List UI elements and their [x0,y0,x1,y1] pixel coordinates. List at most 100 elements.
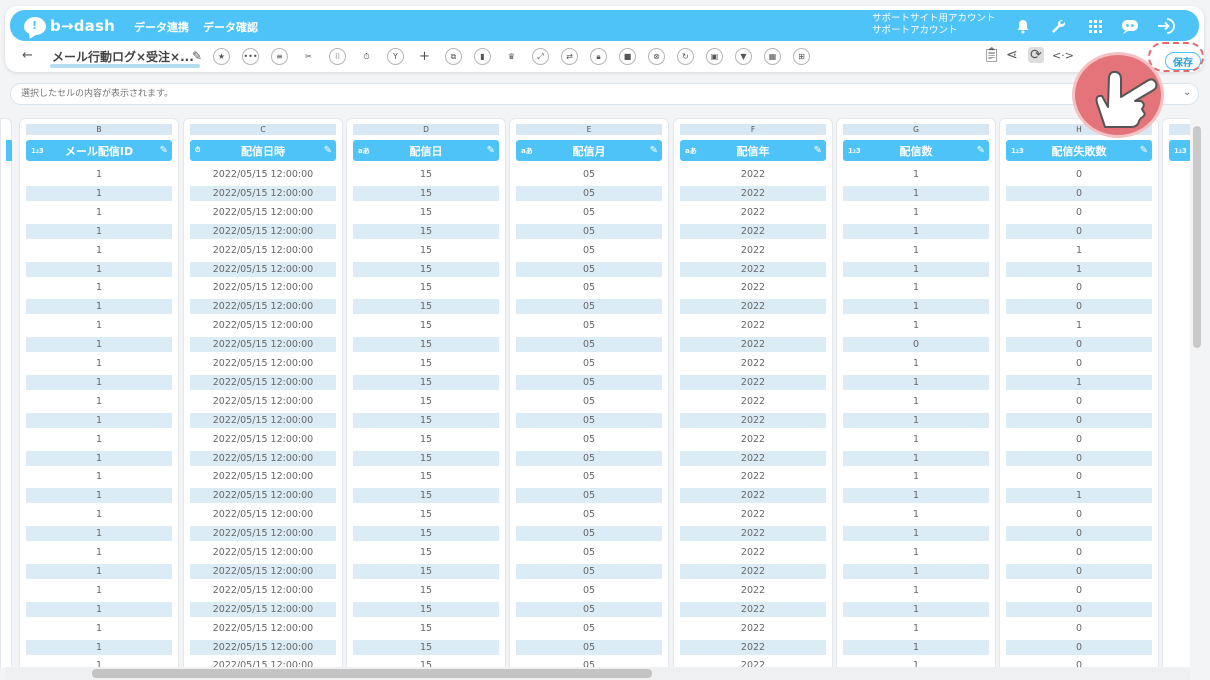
table-cell[interactable]: 15 [419,547,433,558]
table-cell[interactable]: 1 [26,639,172,655]
table-cell[interactable]: 2022 [680,450,826,466]
vertical-scroll-thumb[interactable] [1193,126,1201,348]
table-cell[interactable]: 2022/05/15 12:00:00 [190,563,336,579]
table-cell[interactable]: 15 [353,412,499,428]
filter-icon[interactable]: ▼ [735,48,752,65]
table-cell[interactable]: 15 [353,299,499,315]
branch-icon[interactable]: Y [387,48,404,65]
table-cell[interactable]: 2022/05/15 12:00:00 [190,299,336,315]
table-cell[interactable]: 05 [582,358,596,369]
table-cell[interactable]: 1 [26,185,172,201]
chevron-down-icon[interactable]: ⌄ [1183,87,1192,98]
table-cell[interactable]: 1 [912,395,920,407]
table-cell[interactable]: 05 [516,526,662,542]
table-cell[interactable]: 0 [1075,433,1083,445]
table-cell[interactable]: 05 [582,169,596,180]
table-cell[interactable]: 2022 [740,660,766,668]
column-header[interactable]: 1₂3 配信失敗数 ✎ [1006,140,1152,161]
table-cell[interactable]: 2022/05/15 12:00:00 [212,282,314,294]
table-cell[interactable]: 2022/05/15 12:00:00 [212,660,314,668]
table-cell[interactable]: 0 [843,337,989,353]
table-cell[interactable]: 1 [95,169,103,180]
table-cell[interactable]: 0 [1006,185,1152,201]
lock-icon[interactable]: 🔒︎ [590,48,607,65]
table-cell[interactable]: 15 [353,563,499,579]
table-cell[interactable]: 15 [419,584,433,596]
table-cell[interactable]: 1 [843,261,989,277]
table-cell[interactable]: 05 [582,547,596,558]
table-cell[interactable]: 2022 [740,395,766,407]
table-cell[interactable]: 1 [843,185,989,201]
table-cell[interactable]: 2022/05/15 12:00:00 [190,374,336,390]
column-letter[interactable] [1169,124,1190,135]
column-header[interactable]: aあ 配信日 ✎ [353,140,499,161]
table-cell[interactable]: 05 [582,509,596,521]
add-icon[interactable]: + [416,48,433,65]
table-cell[interactable]: 2022/05/15 12:00:00 [212,622,314,634]
table-cell[interactable]: 15 [419,509,433,521]
table-cell[interactable]: 2022/05/15 12:00:00 [190,526,336,542]
table-cell[interactable]: 0 [1006,639,1152,655]
tools-icon[interactable]: ✂ [300,48,317,65]
table-cell[interactable]: 0 [1006,563,1152,579]
edit-pencil-icon[interactable]: ✎ [649,145,658,156]
table-cell[interactable]: 15 [353,450,499,466]
table-cell[interactable]: 1 [912,509,920,521]
table-cell[interactable]: 0 [1006,299,1152,315]
table-cell[interactable]: 2022/05/15 12:00:00 [212,433,314,445]
horizontal-scroll-thumb[interactable] [92,669,652,678]
table-cell[interactable]: 1 [95,584,103,596]
table-cell[interactable]: 2022/05/15 12:00:00 [190,488,336,504]
table-cell[interactable]: 05 [516,450,662,466]
table-cell[interactable]: 05 [582,395,596,407]
table-cell[interactable]: 1 [912,358,920,369]
table-cell[interactable]: 15 [353,337,499,353]
table-cell[interactable]: 15 [419,206,433,218]
table-cell[interactable]: 2022 [680,601,826,617]
table-cell[interactable]: 1 [843,223,989,239]
table-cell[interactable]: 1 [843,412,989,428]
table-cell[interactable]: 2022 [740,244,766,256]
table-cell[interactable]: 15 [419,320,433,332]
table-cell[interactable]: 1 [912,584,920,596]
cell-content-bar[interactable]: ⌄ [10,83,1199,105]
list-icon[interactable]: ≡ [271,48,288,65]
table-cell[interactable]: 1 [1006,261,1152,277]
table-cell[interactable]: 1 [95,547,103,558]
table-cell[interactable]: 1 [843,639,989,655]
swap-icon[interactable]: ⇄ [561,48,578,65]
table-cell[interactable]: 2022 [740,509,766,521]
table-cell[interactable]: 2022 [740,622,766,634]
table-cell[interactable]: 1 [95,433,103,445]
table-cell[interactable]: 05 [582,622,596,634]
table-cell[interactable]: 2022/05/15 12:00:00 [190,185,336,201]
table-cell[interactable]: 2022 [680,299,826,315]
cancel-icon[interactable]: ⊗ [648,48,665,65]
table-cell[interactable]: 0 [1006,337,1152,353]
table-cell[interactable]: 2022/05/15 12:00:00 [212,358,314,369]
table-cell[interactable]: 05 [516,374,662,390]
table-cell[interactable]: 1 [95,244,103,256]
table-cell[interactable]: 05 [582,584,596,596]
table-cell[interactable]: 1 [26,299,172,315]
edit-pencil-icon[interactable]: ✎ [323,145,332,156]
table-cell[interactable]: 05 [516,563,662,579]
wrench-icon[interactable] [1048,16,1068,36]
column-letter[interactable]: D [353,124,499,135]
table-cell[interactable]: 2022 [740,282,766,294]
table-cell[interactable]: 0 [1075,471,1083,483]
table-cell[interactable]: 1 [912,433,920,445]
table-cell[interactable]: 05 [516,261,662,277]
clipboard-icon[interactable]: 📋︎ [983,47,1001,63]
table-cell[interactable]: 1 [843,526,989,542]
table-cell[interactable]: 2022/05/15 12:00:00 [212,206,314,218]
table-cell[interactable]: 2022 [680,526,826,542]
table-cell[interactable]: 15 [419,169,433,180]
table-cell[interactable]: 1 [26,526,172,542]
table-cell[interactable]: 2022/05/15 12:00:00 [190,601,336,617]
table-cell[interactable]: 1 [26,337,172,353]
more-icon[interactable]: ••• [242,48,259,65]
column-letter[interactable]: H [1006,124,1152,135]
table-cell[interactable]: 2022/05/15 12:00:00 [212,320,314,332]
table-cell[interactable]: 0 [1075,660,1083,668]
